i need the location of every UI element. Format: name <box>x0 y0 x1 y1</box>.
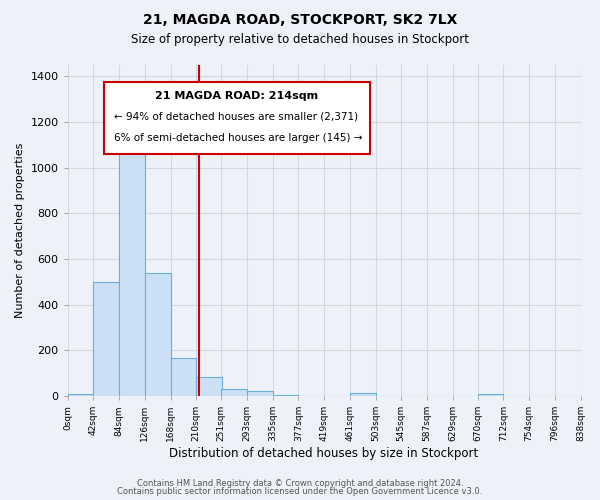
Bar <box>145 273 170 396</box>
X-axis label: Distribution of detached houses by size in Stockport: Distribution of detached houses by size … <box>169 447 479 460</box>
Text: Contains public sector information licensed under the Open Government Licence v3: Contains public sector information licen… <box>118 487 482 496</box>
Bar <box>478 394 503 396</box>
Bar <box>68 394 94 396</box>
Bar <box>247 392 273 396</box>
FancyBboxPatch shape <box>104 82 370 154</box>
Text: Contains HM Land Registry data © Crown copyright and database right 2024.: Contains HM Land Registry data © Crown c… <box>137 478 463 488</box>
Bar <box>196 376 222 396</box>
Bar <box>170 358 196 396</box>
Bar <box>350 392 376 396</box>
Bar <box>273 395 298 396</box>
Text: Size of property relative to detached houses in Stockport: Size of property relative to detached ho… <box>131 32 469 46</box>
Bar <box>94 282 119 396</box>
Y-axis label: Number of detached properties: Number of detached properties <box>15 143 25 318</box>
Text: 21 MAGDA ROAD: 214sqm: 21 MAGDA ROAD: 214sqm <box>155 92 319 102</box>
Bar <box>119 134 145 396</box>
Text: 21, MAGDA ROAD, STOCKPORT, SK2 7LX: 21, MAGDA ROAD, STOCKPORT, SK2 7LX <box>143 12 457 26</box>
Bar <box>221 389 247 396</box>
Text: 6% of semi-detached houses are larger (145) →: 6% of semi-detached houses are larger (1… <box>114 133 362 143</box>
Text: ← 94% of detached houses are smaller (2,371): ← 94% of detached houses are smaller (2,… <box>114 112 358 122</box>
